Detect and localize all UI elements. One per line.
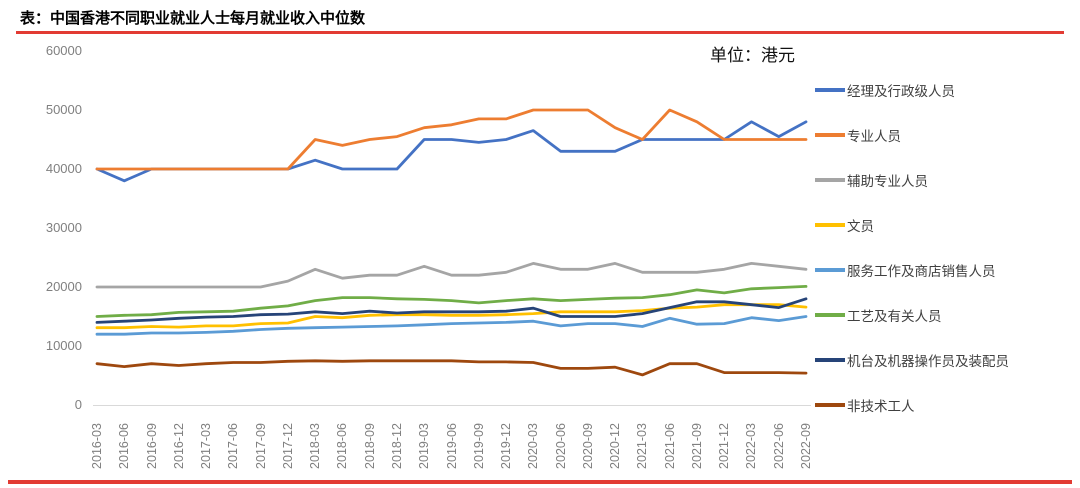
series-line (95, 261, 808, 289)
x-axis-tick-label: 2022-03 (744, 423, 759, 469)
x-axis-tick-label: 2017-09 (253, 423, 268, 469)
legend-item: 服务工作及商店销售人员 (815, 258, 1009, 282)
legend-label: 服务工作及商店销售人员 (847, 264, 996, 279)
x-axis-tick-label: 2021-06 (662, 423, 677, 469)
y-axis-tick-label: 60000 (45, 43, 82, 58)
legend-line-swatch (815, 133, 845, 137)
legend-label: 机台及机器操作员及装配员 (847, 354, 1009, 369)
y-axis-tick-label: 10000 (45, 338, 82, 353)
x-axis-tick-label: 2020-12 (608, 423, 623, 469)
x-axis-tick-label: 2020-09 (580, 423, 595, 469)
x-axis-tick-label: 2021-12 (717, 423, 732, 469)
x-axis-tick-label: 2021-03 (635, 423, 650, 469)
x-axis-tick-label: 2022-09 (799, 423, 814, 469)
x-axis-tick-label: 2016-12 (171, 423, 186, 469)
x-axis-tick-label: 2019-06 (444, 423, 459, 469)
series-line (95, 297, 808, 324)
x-axis-tick-label: 2019-12 (499, 423, 514, 469)
legend-line-swatch (815, 358, 845, 362)
legend-item: 辅助专业人员 (815, 168, 1009, 192)
x-axis-tick-label: 2018-06 (335, 423, 350, 469)
series-line (95, 303, 808, 330)
x-axis-tick-label: 2017-03 (199, 423, 214, 469)
y-axis-tick-label: 40000 (45, 161, 82, 176)
legend-label: 经理及行政级人员 (847, 84, 955, 99)
legend-line-swatch (815, 268, 845, 272)
legend-label: 文员 (847, 219, 874, 234)
unit-label: 单位：港元 (710, 46, 795, 65)
x-axis-tick-label: 2018-09 (362, 423, 377, 469)
x-axis-tick-label: 2016-03 (90, 423, 104, 469)
legend-item: 非技术工人 (815, 393, 1009, 417)
bottom-red-rule (8, 480, 1072, 484)
x-axis-tick-label: 2019-03 (417, 423, 432, 469)
series-line (95, 108, 808, 171)
chart-legend: 经理及行政级人员 专业人员辅助专业人员 文员服务工作及商店销售人员 工艺及有关人员机台… (815, 78, 1009, 417)
legend-line-swatch (815, 223, 845, 227)
x-axis-tick-label: 2020-03 (526, 423, 541, 469)
legend-item: 经理及行政级人员 (815, 78, 1009, 102)
x-axis-tick-label: 2021-09 (689, 423, 704, 469)
x-axis-tick-label: 2016-09 (144, 423, 159, 469)
top-red-rule (16, 31, 1064, 34)
legend-line-swatch (815, 178, 845, 182)
legend-item: 专业人员 (815, 123, 1009, 147)
series-line (95, 120, 808, 183)
x-axis-tick-label: 2018-03 (308, 423, 323, 469)
series-line (95, 284, 808, 318)
legend-item: 工艺及有关人员 (815, 303, 1009, 327)
series-line (95, 359, 808, 377)
y-axis-tick-label: 0 (74, 397, 82, 412)
page-title: 表：中国香港不同职业就业人士每月就业收入中位数 (20, 10, 366, 27)
x-axis-tick-label: 2022-06 (771, 423, 786, 469)
legend-line-swatch (815, 313, 845, 317)
legend-item: 机台及机器操作员及装配员 (815, 348, 1009, 372)
legend-item: 文员 (815, 213, 1009, 237)
y-axis-tick-label: 20000 (45, 279, 82, 294)
legend-label: 工艺及有关人员 (847, 309, 942, 324)
legend-line-swatch (815, 88, 845, 92)
x-axis-tick-label: 2019-09 (471, 423, 486, 469)
x-axis-tick-label: 2018-12 (389, 423, 404, 469)
x-axis-line (93, 405, 811, 406)
legend-label: 非技术工人 (847, 399, 915, 414)
series-line (95, 315, 808, 336)
legend-label: 专业人员 (847, 129, 901, 144)
x-axis-tick-label: 2017-06 (226, 423, 241, 469)
legend-line-swatch (815, 403, 845, 407)
line-chart-plot-area (95, 108, 808, 377)
x-axis-tick-label: 2020-06 (553, 423, 568, 469)
legend-label: 辅助专业人员 (847, 174, 928, 189)
y-axis-tick-label: 50000 (45, 102, 82, 117)
x-axis-tick-label: 2016-06 (117, 423, 132, 469)
x-axis-tick-label: 2017-12 (280, 423, 295, 469)
y-axis-tick-label: 30000 (45, 220, 82, 235)
